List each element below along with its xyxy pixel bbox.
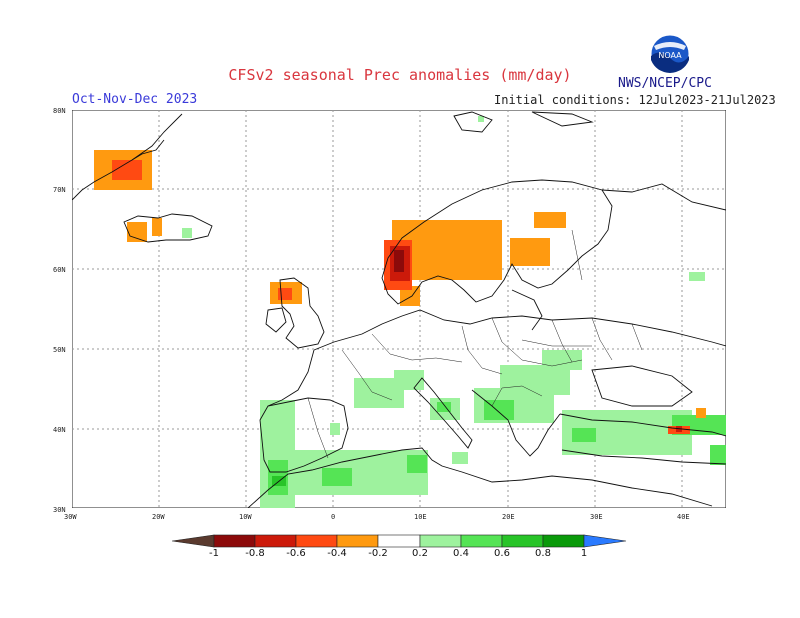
colorbar-label-neg04: -0.4 [327, 548, 347, 559]
lat-tick-60n: 60N [53, 266, 66, 274]
colorbar-bin-pos06 [501, 534, 544, 548]
colorbar-bin-neutral [377, 534, 421, 548]
colorbar-bin-neg06 [254, 534, 297, 548]
lon-tick-10e: 10E [414, 513, 427, 521]
lon-tick-20e: 20E [502, 513, 515, 521]
colorbar-arrow-high [583, 534, 627, 548]
lon-tick-30w: 30W [64, 513, 77, 521]
noaa-logo-text: NOAA [658, 51, 682, 60]
colorbar-bin-neg04 [295, 534, 338, 548]
colorbar-label-pos08: 0.8 [535, 548, 551, 559]
coastlines [72, 111, 726, 508]
lon-tick-40e: 40E [677, 513, 690, 521]
colorbar-bin-neg02 [336, 534, 379, 548]
colorbar-arrow-low [172, 534, 215, 548]
lat-tick-50n: 50N [53, 346, 66, 354]
colorbar [172, 534, 627, 548]
colorbar-bin-pos04 [460, 534, 503, 548]
colorbar-label-pos02: 0.2 [412, 548, 428, 559]
lon-tick-30e: 30E [590, 513, 603, 521]
colorbar-label-neg06: -0.6 [286, 548, 306, 559]
lat-tick-40n: 40N [53, 426, 66, 434]
agency-label: NWS/NCEP/CPC [618, 76, 712, 91]
colorbar-bin-pos08 [542, 534, 585, 548]
colorbar-bin-pos02 [419, 534, 462, 548]
precip-anomaly-map [72, 110, 726, 508]
lat-tick-80n: 80N [53, 107, 66, 115]
colorbar-label-neg08: -0.8 [245, 548, 265, 559]
country-borders [307, 229, 643, 459]
map-title: CFSv2 seasonal Prec anomalies (mm/day) [228, 66, 572, 84]
lon-tick-0: 0 [331, 513, 336, 521]
lon-tick-10w: 10W [239, 513, 252, 521]
colorbar-label-pos06: 0.6 [494, 548, 510, 559]
colorbar-bin-neg08 [213, 534, 256, 548]
colorbar-label-pos04: 0.4 [453, 548, 469, 559]
negative-anomaly-cells [94, 150, 706, 434]
lat-tick-70n: 70N [53, 186, 66, 194]
colorbar-label-neg02: -0.2 [368, 548, 388, 559]
season-label: Oct-Nov-Dec 2023 [72, 92, 198, 107]
noaa-logo: NOAA [650, 34, 690, 74]
lat-tick-30n: 30N [53, 506, 66, 514]
initial-conditions-label: Initial conditions: 12Jul2023-21Jul2023 [494, 93, 776, 107]
lon-tick-20w: 20W [152, 513, 165, 521]
colorbar-label-pos1: 1 [580, 548, 588, 559]
colorbar-label-neg1: -1 [209, 548, 219, 559]
